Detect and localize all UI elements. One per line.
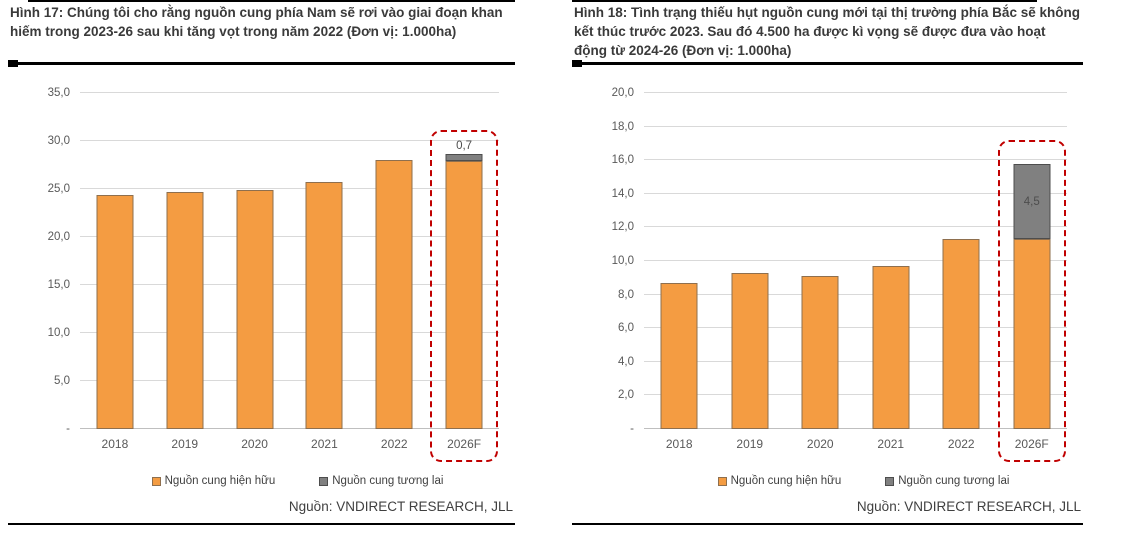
bar-existing-2019 (731, 272, 769, 429)
top-border-line (572, 0, 1037, 2)
x-axis-label-2018: 2018 (101, 437, 129, 451)
bar-existing-2020 (236, 189, 274, 429)
legend-swatch-existing-icon (717, 476, 727, 486)
gridline (644, 192, 1067, 194)
bar-existing-2018 (660, 282, 698, 429)
bar-future-2026F (445, 154, 483, 162)
gridline (644, 159, 1067, 161)
legend-item-future-supply: Nguồn cung tương lai (319, 475, 443, 487)
x-axis-line (80, 428, 499, 429)
gridline (644, 92, 1067, 93)
y-axis-tick-label: 15,0 (47, 279, 70, 291)
figure-17-chart: - 5,0 10,0 15,0 20,0 25,0 30,0 35,0 2018 2019 2020… (8, 77, 515, 469)
gridline (644, 125, 1067, 127)
top-border-line (28, 0, 515, 2)
gridline (644, 360, 1067, 362)
y-axis-tick-label: 20,0 (47, 231, 70, 244)
forecast-highlight-box (997, 139, 1066, 462)
x-axis-line (644, 428, 1067, 429)
legend-label-existing: Nguồn cung hiện hữu (164, 475, 276, 487)
y-axis-tick-label: - (66, 423, 70, 435)
figure-18-panel: Hình 18: Tình trạng thiếu hụt nguồn cung… (572, 0, 1083, 525)
y-axis-tick-label: 5,0 (54, 375, 70, 388)
gridline (644, 260, 1067, 261)
figure-17-panel: Hình 17: Chúng tôi cho rằng nguồn cung p… (8, 0, 515, 525)
x-axis-label-2019: 2019 (171, 437, 199, 451)
figure-17-title: Hình 17: Chúng tôi cho rằng nguồn cung p… (10, 5, 503, 39)
bar-future-2026F (1013, 163, 1051, 240)
y-axis-tick-label: 20,0 (611, 87, 634, 99)
forecast-data-label: 0,7 (456, 140, 473, 153)
legend-label-future: Nguồn cung tương lai (898, 475, 1010, 487)
bar-existing-2026F (445, 161, 483, 429)
figure-18-legend: Nguồn cung hiện hữu Nguồn cung tương lai (644, 475, 1083, 487)
legend-swatch-existing-icon (151, 476, 161, 486)
gridline (644, 327, 1067, 329)
x-axis-label-2021: 2021 (311, 437, 338, 451)
title-underline (8, 60, 515, 67)
y-axis-tick-label: 30,0 (47, 135, 70, 147)
bar-existing-2022 (375, 160, 413, 429)
plot-area: - 5,0 10,0 15,0 20,0 25,0 30,0 35,0 2018 2019 2020… (48, 87, 499, 462)
legend-label-existing: Nguồn cung hiện hữu (730, 475, 842, 487)
gridline (644, 226, 1067, 228)
bottom-border-line (8, 523, 515, 525)
gridline (80, 380, 499, 381)
x-axis-label-2020: 2020 (806, 437, 834, 451)
gridline (80, 188, 499, 189)
y-axis-tick-label: - (630, 423, 634, 435)
y-axis-tick-label: 10,0 (611, 255, 634, 267)
bar-existing-2020 (801, 276, 839, 429)
figure-18-chart: - 2,0 4,0 6,0 8,0 10,0 12,0 14,0 16,0 18,0 20,0 201… (572, 77, 1083, 469)
forecast-highlight-box (430, 130, 499, 462)
gridline (80, 92, 499, 93)
legend-item-existing-supply: Nguồn cung hiện hữu (151, 475, 276, 487)
x-axis-label-2018: 2018 (665, 437, 693, 451)
x-axis-label-2020: 2020 (241, 437, 268, 451)
x-axis-label-2021: 2021 (877, 437, 905, 451)
x-axis-label-2022: 2022 (947, 437, 975, 451)
figure-18-source: Nguồn: VNDIRECT RESEARCH, JLL (856, 499, 1081, 514)
figure-18-title: Hình 18: Tình trạng thiếu hụt nguồn cung… (574, 5, 1080, 58)
x-axis-label-2026F: 2026F (1014, 437, 1049, 451)
bottom-border-line (572, 523, 1083, 525)
bar-existing-2018 (96, 194, 134, 429)
legend-label-future: Nguồn cung tương lai (332, 475, 444, 487)
gridline (644, 394, 1067, 396)
x-axis-label-2019: 2019 (736, 437, 764, 451)
bar-existing-2019 (166, 191, 204, 429)
y-axis-tick-label: 25,0 (47, 183, 70, 195)
y-axis-tick-label: 12,0 (611, 221, 634, 234)
y-axis-tick-label: 8,0 (618, 288, 634, 301)
forecast-data-label: 4,5 (1023, 196, 1040, 209)
y-axis-tick-label: 18,0 (611, 120, 634, 133)
y-axis-tick-label: 16,0 (611, 154, 634, 167)
y-axis-tick-label: 14,0 (611, 187, 634, 200)
gridline (644, 293, 1067, 295)
legend-item-existing-supply: Nguồn cung hiện hữu (717, 475, 842, 487)
plot-area: - 2,0 4,0 6,0 8,0 10,0 12,0 14,0 16,0 18,0 20,0 201… (612, 87, 1067, 462)
legend-item-future-supply: Nguồn cung tương lai (885, 475, 1009, 487)
gridline (80, 236, 499, 237)
bar-existing-2021 (872, 266, 910, 429)
x-axis-label-2026F: 2026F (447, 437, 482, 451)
bar-existing-2026F (1013, 239, 1051, 429)
legend-swatch-future-icon (885, 476, 895, 486)
gridline (80, 332, 499, 333)
figure-17-source: Nguồn: VNDIRECT RESEARCH, JLL (288, 499, 513, 514)
title-underline (572, 60, 1083, 67)
y-axis-tick-label: 10,0 (47, 327, 70, 340)
gridline (80, 284, 499, 285)
legend-swatch-future-icon (319, 476, 329, 486)
bar-existing-2021 (305, 182, 343, 429)
figure-17-legend: Nguồn cung hiện hữu Nguồn cung tương lai (80, 475, 515, 487)
bar-existing-2022 (942, 239, 980, 429)
y-axis-tick-label: 6,0 (618, 322, 634, 335)
gridline (80, 140, 499, 141)
x-axis-label-2022: 2022 (380, 437, 408, 451)
y-axis-tick-label: 35,0 (47, 87, 70, 99)
y-axis-tick-label: 4,0 (618, 355, 634, 368)
y-axis-tick-label: 2,0 (618, 389, 634, 402)
